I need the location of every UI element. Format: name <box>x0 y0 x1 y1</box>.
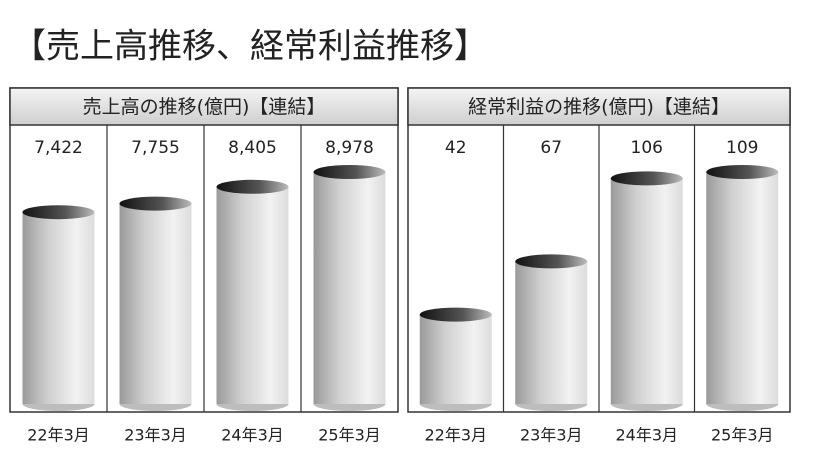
cylinder <box>216 186 289 404</box>
cylinder-top <box>313 165 386 179</box>
value-label: 106 <box>631 138 663 158</box>
cylinder-top <box>119 196 192 211</box>
panel-header <box>407 87 791 126</box>
cylinder <box>119 203 192 404</box>
cylinder <box>610 178 683 404</box>
cylinder <box>22 212 95 404</box>
page-title: 【売上高推移、経常利益推移】 <box>12 27 488 67</box>
value-label: 109 <box>726 138 758 158</box>
cylinder-top <box>515 254 588 269</box>
cylinder-top <box>610 171 683 186</box>
value-label: 67 <box>540 138 562 158</box>
x-tick-label: 25年3月 <box>711 426 774 445</box>
value-label: 7,422 <box>34 138 83 158</box>
cylinder <box>515 261 588 404</box>
value-label: 8,978 <box>325 138 374 158</box>
x-tick-label: 23年3月 <box>124 426 187 445</box>
panel-title: 売上高の推移(億円)【連結】 <box>83 96 326 118</box>
cylinder <box>313 172 386 404</box>
x-tick-label: 25年3月 <box>318 426 381 445</box>
panel-title: 経常利益の推移(億円)【連結】 <box>468 96 730 118</box>
cylinder-top <box>22 205 95 220</box>
cylinder <box>419 314 492 404</box>
cylinder <box>706 172 779 404</box>
value-label: 8,405 <box>228 138 277 158</box>
x-tick-label: 22年3月 <box>424 426 487 445</box>
x-tick-label: 24年3月 <box>221 426 284 445</box>
cylinder-top <box>216 179 289 194</box>
cylinder-top <box>419 307 492 322</box>
value-label: 42 <box>445 138 467 158</box>
value-label: 7,755 <box>131 138 180 158</box>
x-tick-label: 23年3月 <box>520 426 583 445</box>
x-tick-label: 24年3月 <box>615 426 678 445</box>
x-tick-label: 22年3月 <box>27 426 90 445</box>
panel-header <box>9 87 399 126</box>
cylinder-top <box>706 165 779 179</box>
